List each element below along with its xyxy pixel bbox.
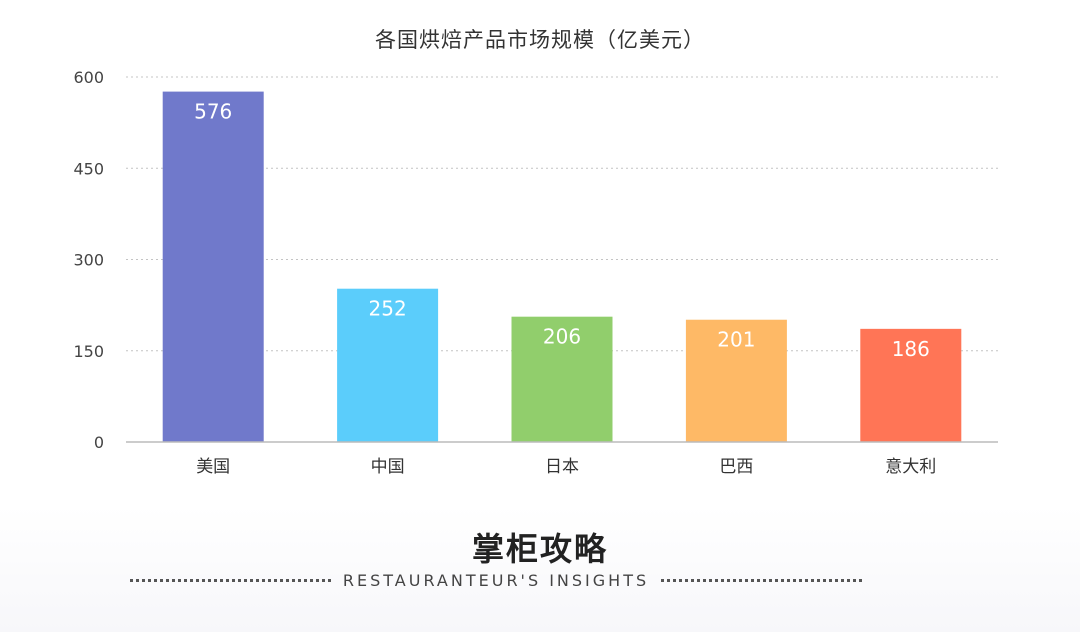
x-category-label: 巴西 — [719, 457, 753, 477]
bar-chart: 0 150 300 450 600 576 美国 252 中国 206 日本 201 巴西 186 意大利 — [73, 68, 998, 477]
bar — [162, 91, 264, 442]
bar-value-label: 201 — [717, 328, 755, 352]
bar-value-label: 186 — [892, 337, 930, 361]
bar-value-label: 576 — [194, 100, 232, 124]
dotted-divider-left — [130, 578, 331, 582]
y-tick-label: 600 — [73, 68, 104, 87]
bar-value-label: 252 — [369, 297, 407, 321]
bar — [685, 319, 787, 442]
y-tick-label: 150 — [73, 342, 104, 361]
bar — [337, 288, 439, 442]
tagline: RESTAURANTEUR'S INSIGHTS — [342, 570, 650, 590]
x-category-label: 中国 — [371, 457, 405, 477]
bar — [860, 328, 962, 442]
chart-title: 各国烘焙产品市场规模（亿美元） — [375, 28, 705, 52]
brand-logo-text: 掌柜攻略 — [471, 530, 608, 568]
bar — [511, 316, 613, 442]
y-tick-label: 0 — [94, 433, 104, 452]
x-category-label: 意大利 — [885, 457, 936, 477]
y-tick-label: 300 — [73, 251, 104, 270]
tagline-row: RESTAURANTEUR'S INSIGHTS — [130, 568, 863, 592]
dotted-divider-right — [661, 578, 863, 582]
x-category-label: 美国 — [196, 457, 230, 477]
x-category-label: 日本 — [545, 457, 579, 477]
bar-value-label: 206 — [543, 325, 581, 349]
y-tick-label: 450 — [73, 159, 104, 178]
